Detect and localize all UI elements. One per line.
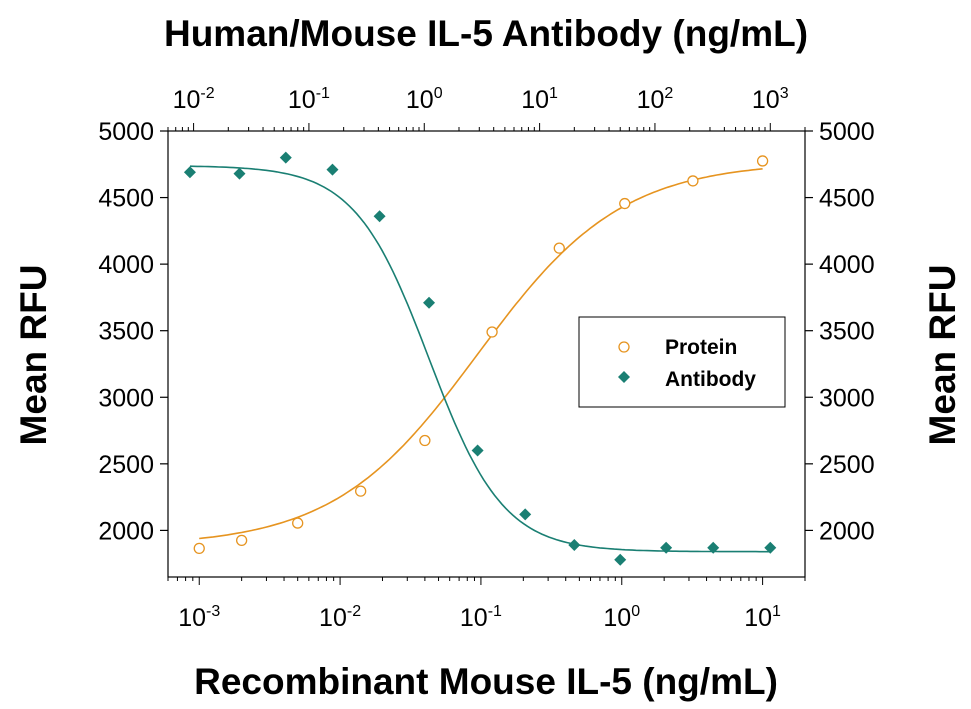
- y-tick-label-left: 4000: [98, 251, 154, 279]
- antibody-data-point: [568, 539, 581, 552]
- antibody-data-point: [660, 541, 673, 554]
- protein-data-point: [193, 542, 205, 555]
- x-bottom-tick-label: 10-2: [319, 603, 361, 632]
- x-bottom-tick-label: 101: [744, 603, 781, 632]
- antibody-data-point: [279, 151, 292, 164]
- legend-box: [578, 316, 786, 408]
- antibody-data-point: [373, 210, 386, 223]
- x-ticks-top: 10-2 10-1 100 101 102 103: [167, 85, 806, 131]
- antibody-data-point: [233, 167, 246, 180]
- protein-data-point: [292, 517, 304, 529]
- data-points: [183, 151, 777, 566]
- x-top-tick-label: 101: [521, 85, 558, 114]
- legend-antibody-marker: [618, 371, 630, 383]
- antibody-data-point: [183, 166, 196, 179]
- x-top-tick-label: 100: [406, 85, 443, 114]
- legend-antibody-label: Antibody: [665, 368, 756, 391]
- protein-data-point: [419, 434, 431, 447]
- y-tick-label-left: 3500: [98, 318, 154, 346]
- chart-title: Human/Mouse IL-5 Antibody (ng/mL): [164, 13, 808, 54]
- y-tick-label-left: 5000: [98, 118, 154, 146]
- x-bottom-tick-label: 10-3: [178, 603, 220, 632]
- fit-curves: [189, 165, 771, 553]
- x-top-tick-label: 10-2: [173, 85, 215, 114]
- y-axis-label-right: Mean RFU: [922, 265, 963, 446]
- y-tick-label-left: 3000: [98, 384, 154, 412]
- x-bottom-tick-label: 100: [603, 603, 640, 632]
- legend: Protein Antibody: [578, 316, 786, 408]
- protein-data-point: [553, 242, 565, 254]
- y-tick-label-right: 3000: [819, 384, 875, 412]
- x-top-tick-label: 103: [752, 85, 789, 114]
- plot-frame: [167, 130, 806, 578]
- protein-data-point: [486, 326, 498, 338]
- y-tick-label-right: 2000: [819, 517, 875, 545]
- y-tick-label-right: 5000: [819, 118, 875, 146]
- y-ticks: 2000 2000 2500 2500 3000 3000 3500 3500 4000 4000…: [98, 118, 874, 545]
- legend-protein-marker: [618, 341, 630, 353]
- x-axis-label: Recombinant Mouse IL-5 (ng/mL): [194, 661, 778, 702]
- protein-data-point: [687, 175, 699, 187]
- x-top-tick-label: 102: [637, 85, 674, 114]
- antibody-data-point: [326, 163, 339, 176]
- y-tick-label-right: 3500: [819, 318, 875, 346]
- antibody-data-point: [423, 296, 436, 309]
- antibody-data-point: [614, 553, 627, 566]
- legend-protein-label: Protein: [665, 336, 737, 359]
- protein-data-point: [619, 197, 631, 210]
- y-tick-label-left: 2500: [98, 451, 154, 479]
- y-tick-label-right: 4500: [819, 185, 875, 213]
- x-bottom-tick-label: 10-1: [460, 603, 502, 632]
- protein-data-point: [235, 534, 248, 547]
- protein-fit-curve: [199, 168, 763, 540]
- y-tick-label-right: 4000: [819, 251, 875, 279]
- antibody-data-point: [471, 444, 484, 457]
- y-tick-label-left: 2000: [98, 517, 154, 545]
- y-axis-label-left: Mean RFU: [13, 265, 54, 446]
- antibody-data-point: [707, 541, 720, 554]
- antibody-fit-curve: [189, 165, 771, 553]
- antibody-data-point: [519, 508, 532, 521]
- x-top-tick-label: 10-1: [288, 85, 330, 114]
- protein-data-point: [756, 155, 769, 167]
- x-ticks-bottom: 10-3 10-2 10-1 100 101: [167, 577, 806, 632]
- y-tick-label-left: 4500: [98, 185, 154, 213]
- antibody-data-point: [764, 541, 777, 554]
- protein-data-point: [355, 485, 367, 497]
- y-tick-label-right: 2500: [819, 451, 875, 479]
